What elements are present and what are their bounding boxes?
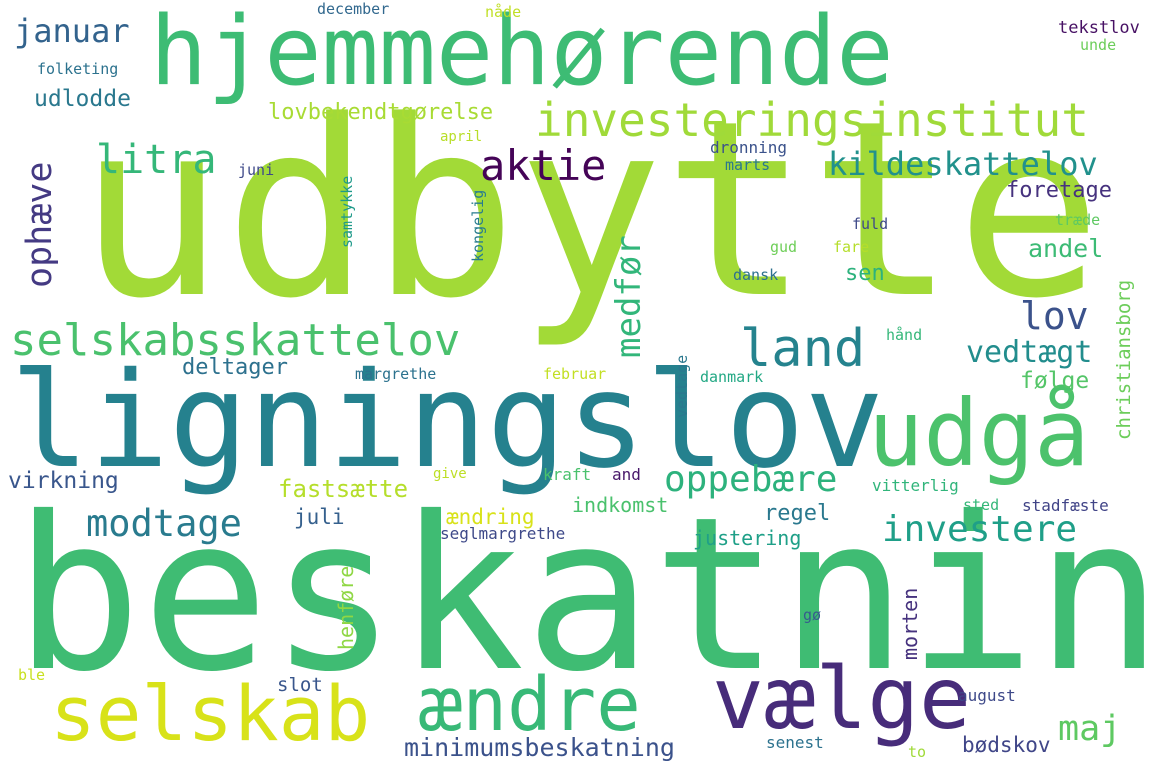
word-selskab: selskab bbox=[50, 669, 371, 758]
word-minimumsbeskatning: minimumsbeskatning bbox=[404, 733, 675, 762]
word-sen: sen bbox=[845, 261, 885, 286]
word-senest: senest bbox=[766, 733, 824, 752]
word-vedtage: vedtage bbox=[673, 354, 691, 418]
word-februar: februar bbox=[543, 365, 607, 383]
word-beskatning: beskatning bbox=[14, 471, 1155, 718]
word-vedtaegt: vedtægt bbox=[966, 335, 1093, 370]
word-andel: andel bbox=[1028, 234, 1104, 263]
word-bodskov: bødskov bbox=[962, 733, 1051, 757]
word-regel: regel bbox=[764, 501, 831, 526]
word-samtykke: samtykke bbox=[338, 175, 356, 248]
word-foretage: foretage bbox=[1006, 178, 1112, 203]
word-vitterlig: vitterlig bbox=[872, 476, 959, 495]
word-dansk: dansk bbox=[733, 266, 779, 284]
word-januar: januar bbox=[14, 12, 130, 50]
word-unde: unde bbox=[1080, 36, 1117, 54]
word-selskabsskattelov: selskabsskattelov bbox=[10, 315, 461, 366]
word-danmark: danmark bbox=[700, 368, 764, 386]
word-juli: juli bbox=[294, 505, 345, 529]
word-margrethe: margrethe bbox=[355, 365, 437, 383]
word-medfor: medfør bbox=[609, 235, 649, 358]
word-ophaeve: ophæve bbox=[20, 161, 60, 288]
word-virkning: virkning bbox=[8, 468, 119, 494]
word-christiansborg: christiansborg bbox=[1113, 279, 1135, 440]
word-vaelge: vælge bbox=[712, 649, 971, 749]
word-slot: slot bbox=[277, 674, 323, 696]
word-nade: nåde bbox=[485, 3, 522, 21]
word-folketing: folketing bbox=[37, 60, 119, 78]
word-fuld: fuld bbox=[852, 215, 889, 233]
word-modtage: modtage bbox=[86, 502, 242, 545]
word-dronning: dronning bbox=[710, 138, 788, 157]
word-december: december bbox=[317, 0, 390, 18]
word-udga: udgå bbox=[868, 380, 1090, 487]
word-oppebaere: oppebære bbox=[664, 459, 838, 500]
word-ligningslov: ligningslov bbox=[10, 344, 885, 498]
word-fastsaette: fastsætte bbox=[278, 475, 409, 503]
word-udbytte: udbytte bbox=[78, 69, 1103, 352]
word-investeringsinstitut: investeringsinstitut bbox=[535, 93, 1089, 147]
word-henfore: henføre bbox=[334, 565, 358, 650]
word-juni: juni bbox=[238, 161, 275, 179]
word-hjemmehorende: hjemmehørende bbox=[150, 0, 894, 107]
word-litra: litra bbox=[96, 137, 217, 183]
word-tekstlov: tekstlov bbox=[1058, 18, 1140, 38]
word-udlodde: udlodde bbox=[34, 86, 131, 112]
word-folge: følge bbox=[1020, 368, 1090, 394]
word-traede: træde bbox=[1055, 211, 1101, 229]
word-aendring: ændring bbox=[446, 505, 535, 529]
word-gud: gud bbox=[770, 238, 798, 256]
word-give: give bbox=[433, 466, 467, 482]
word-justering: justering bbox=[693, 526, 802, 550]
word-morten: morten bbox=[898, 587, 922, 660]
word-investere: investere bbox=[882, 509, 1078, 550]
word-august: august bbox=[958, 686, 1016, 705]
word-hand: hånd bbox=[886, 326, 923, 344]
word-lovbekendtgorelse: lovbekendtgørelse bbox=[268, 100, 494, 125]
word-to: to bbox=[908, 743, 927, 761]
word-sted: sted bbox=[963, 496, 1000, 514]
word-and: and bbox=[612, 465, 641, 484]
word-seglmargrethe: seglmargrethe bbox=[440, 524, 566, 543]
word-kraft: kraft bbox=[543, 465, 592, 484]
word-deltager: deltager bbox=[182, 355, 288, 380]
word-indkomst: indkomst bbox=[572, 493, 669, 517]
word-maj: maj bbox=[1058, 709, 1122, 749]
word-ble: ble bbox=[18, 666, 46, 684]
word-aendre: ændre bbox=[418, 662, 641, 748]
word-april: april bbox=[440, 129, 483, 145]
word-stadfaeste: stadfæste bbox=[1022, 496, 1109, 515]
word-fare: fare bbox=[833, 238, 870, 256]
word-marts: marts bbox=[725, 156, 771, 174]
word-aktie: aktie bbox=[480, 141, 607, 190]
word-kongelig: kongelig bbox=[469, 189, 487, 262]
word-go: gø bbox=[803, 606, 822, 624]
word-land: land bbox=[740, 319, 866, 379]
word-lov: lov bbox=[1020, 294, 1089, 338]
word-kildeskattelov: kildeskattelov bbox=[828, 145, 1098, 183]
